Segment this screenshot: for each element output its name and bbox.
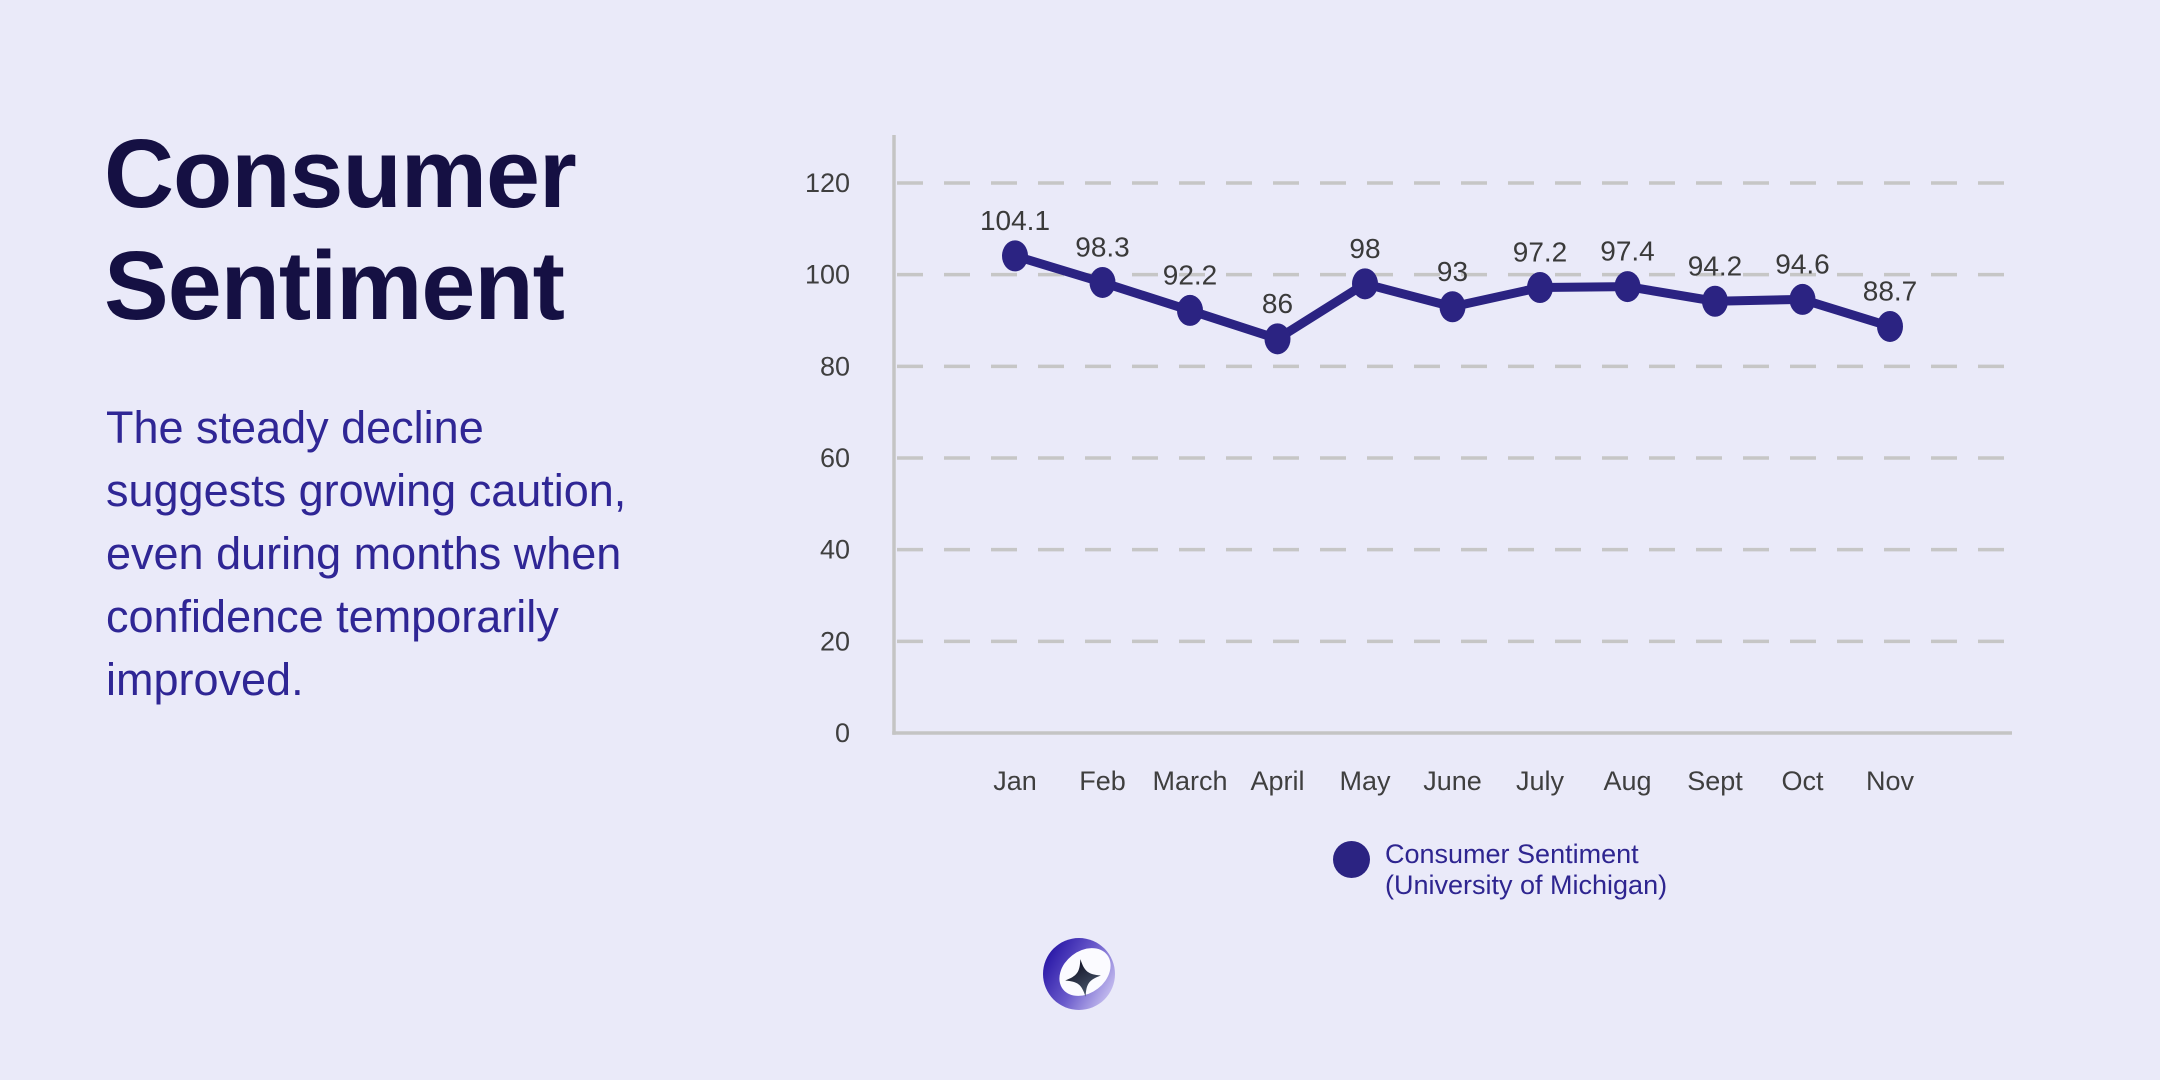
data-point	[1264, 323, 1291, 355]
x-axis-tick-label: May	[1339, 766, 1391, 796]
x-axis-tick-label: Sept	[1687, 766, 1743, 796]
y-axis-tick-label: 60	[820, 443, 850, 473]
data-point-label: 94.2	[1688, 250, 1743, 281]
data-point	[1177, 294, 1203, 326]
data-point	[1877, 310, 1903, 342]
data-point	[1002, 240, 1028, 272]
data-point-label: 104.1	[980, 205, 1050, 236]
data-point-label: 93	[1437, 256, 1468, 287]
x-axis-tick-label: Aug	[1603, 766, 1651, 796]
data-point-label: 94.6	[1775, 248, 1830, 279]
chart-legend: Consumer Sentiment (University of Michig…	[1333, 839, 1667, 901]
data-point	[1614, 271, 1641, 303]
page-title: Consumer Sentiment	[104, 119, 577, 340]
legend-label-line1: Consumer Sentiment	[1385, 839, 1639, 869]
logo-sparkle-star	[1065, 959, 1101, 997]
x-axis-tick-label: Oct	[1781, 766, 1824, 796]
legend-marker-dot	[1333, 841, 1370, 878]
data-point	[1352, 268, 1378, 300]
data-point-label: 88.7	[1863, 275, 1918, 306]
sparkle-ring-logo-icon	[1043, 938, 1115, 1010]
y-axis-tick-label: 40	[820, 535, 850, 565]
x-axis-tick-label: June	[1423, 766, 1482, 796]
x-axis-tick-label: July	[1516, 766, 1565, 796]
legend-label-line2: (University of Michigan)	[1385, 870, 1668, 900]
data-point	[1702, 285, 1728, 317]
data-point-label: 86	[1262, 288, 1293, 319]
legend-label: Consumer Sentiment (University of Michig…	[1385, 839, 1667, 901]
y-axis-tick-label: 0	[835, 718, 850, 748]
x-axis-tick-label: April	[1250, 766, 1304, 796]
data-point	[1439, 291, 1466, 323]
data-point-label: 97.2	[1513, 237, 1568, 268]
x-axis-tick-label: Nov	[1866, 766, 1915, 796]
data-point	[1527, 272, 1553, 303]
data-point-label: 97.4	[1600, 236, 1655, 267]
data-point-label: 92.2	[1163, 259, 1218, 290]
x-axis-tick-label: Feb	[1079, 766, 1126, 796]
page-subtitle: The steady decline suggests growing caut…	[106, 402, 627, 705]
data-point	[1089, 266, 1116, 298]
y-axis-tick-label: 100	[805, 260, 850, 290]
data-point	[1789, 283, 1816, 315]
y-axis-tick-label: 20	[820, 626, 850, 656]
x-axis-tick-label: March	[1152, 766, 1227, 796]
data-point-label: 98.3	[1075, 231, 1130, 262]
data-point-label: 98	[1349, 233, 1380, 264]
y-axis-tick-label: 80	[820, 351, 850, 381]
y-axis-tick-label: 120	[805, 168, 850, 198]
x-axis-tick-label: Jan	[993, 766, 1037, 796]
